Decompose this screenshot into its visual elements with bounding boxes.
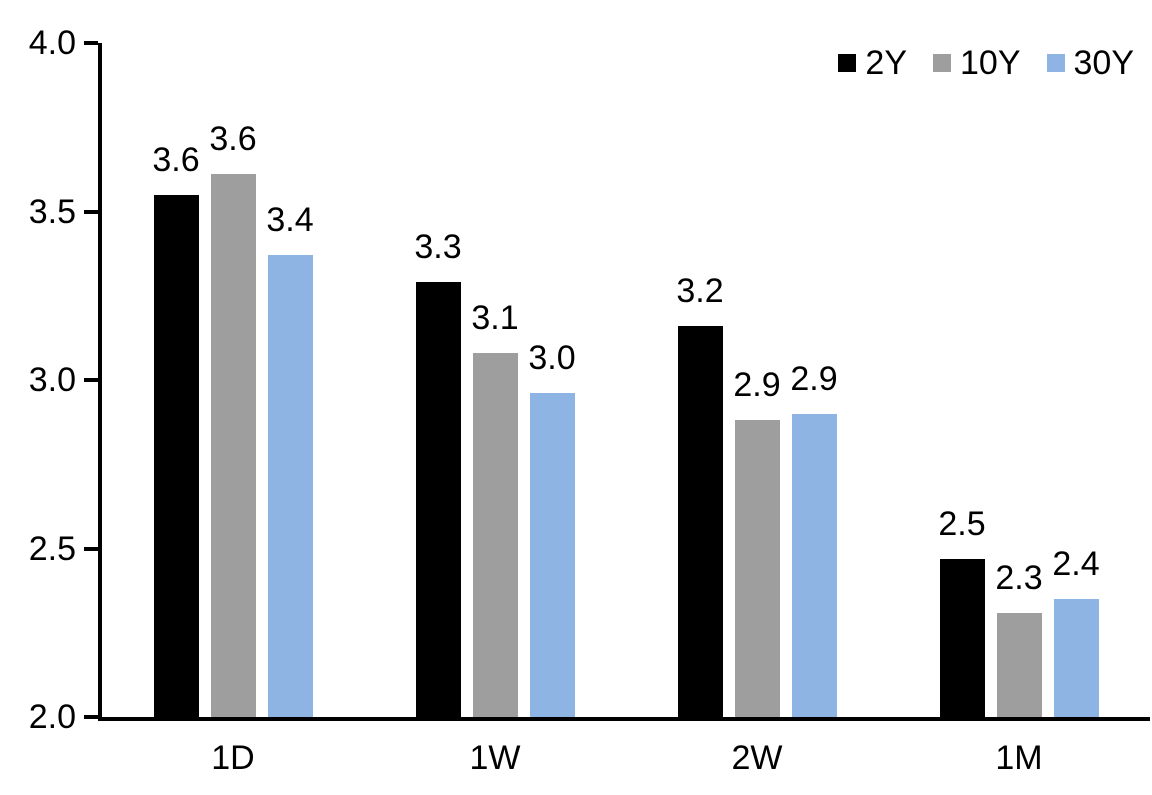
bar-value-label: 3.6 [209, 120, 257, 159]
bar-30Y-1W [529, 393, 575, 717]
bar-2Y-2W [677, 326, 723, 717]
bar-30Y-1M [1053, 599, 1099, 717]
legend-item-2Y: 2Y [838, 44, 907, 82]
y-tick-label: 2.0 [28, 698, 76, 736]
bar-30Y-1D [267, 255, 313, 717]
bar-2Y-1W [415, 282, 461, 717]
y-tick-mark [84, 546, 98, 551]
bar-2Y-1M [939, 558, 985, 717]
y-tick-label: 4.0 [28, 24, 76, 62]
y-tick-label: 2.5 [28, 529, 76, 568]
bar-10Y-1W [472, 353, 518, 717]
legend-label: 2Y [865, 44, 907, 82]
bar-value-label: 2.4 [1052, 545, 1100, 584]
bar-value-label: 2.9 [790, 359, 838, 398]
y-tick-mark [84, 715, 98, 719]
bar-value-label: 3.4 [266, 201, 314, 240]
bar-value-label: 3.6 [152, 140, 200, 179]
y-tick-label: 3.5 [28, 192, 76, 231]
legend-item-10Y: 10Y [933, 44, 1021, 82]
y-tick-mark [84, 209, 98, 214]
bar-value-label: 2.3 [995, 558, 1043, 597]
y-tick-label: 3.0 [28, 361, 76, 399]
y-tick-mark [84, 378, 98, 382]
legend-label: 30Y [1073, 44, 1135, 82]
bar-value-label: 3.0 [528, 339, 576, 378]
bar-value-label: 3.3 [414, 228, 462, 267]
x-category-label-1D: 1D [211, 739, 255, 777]
bar-value-label: 3.2 [676, 272, 724, 311]
x-category-label-1M: 1M [995, 739, 1043, 777]
legend-label: 10Y [960, 44, 1021, 82]
legend-swatch-icon [933, 54, 951, 72]
plot-area: 3.6 3.6 3.4 3.3 3.1 3.0 3.2 2.9 2.9 2.5 2.3 2.4 [98, 43, 1150, 721]
legend-swatch-icon [1046, 54, 1065, 72]
bar-10Y-1M [996, 612, 1042, 717]
y-tick-mark [84, 41, 98, 45]
bar-value-label: 2.5 [938, 504, 986, 543]
x-category-label-2W: 2W [731, 739, 783, 777]
bar-2Y-1D [153, 194, 199, 717]
bar-10Y-1D [210, 174, 256, 717]
bar-30Y-2W [791, 413, 837, 717]
legend-swatch-icon [838, 54, 857, 72]
bar-10Y-2W [734, 420, 780, 717]
legend-item-30Y: 30Y [1046, 44, 1135, 82]
bar-value-label: 3.1 [471, 299, 519, 338]
bar-value-label: 2.9 [733, 366, 781, 405]
x-category-label-1W: 1W [469, 739, 521, 777]
legend: 2Y 10Y 30Y [838, 44, 1134, 82]
